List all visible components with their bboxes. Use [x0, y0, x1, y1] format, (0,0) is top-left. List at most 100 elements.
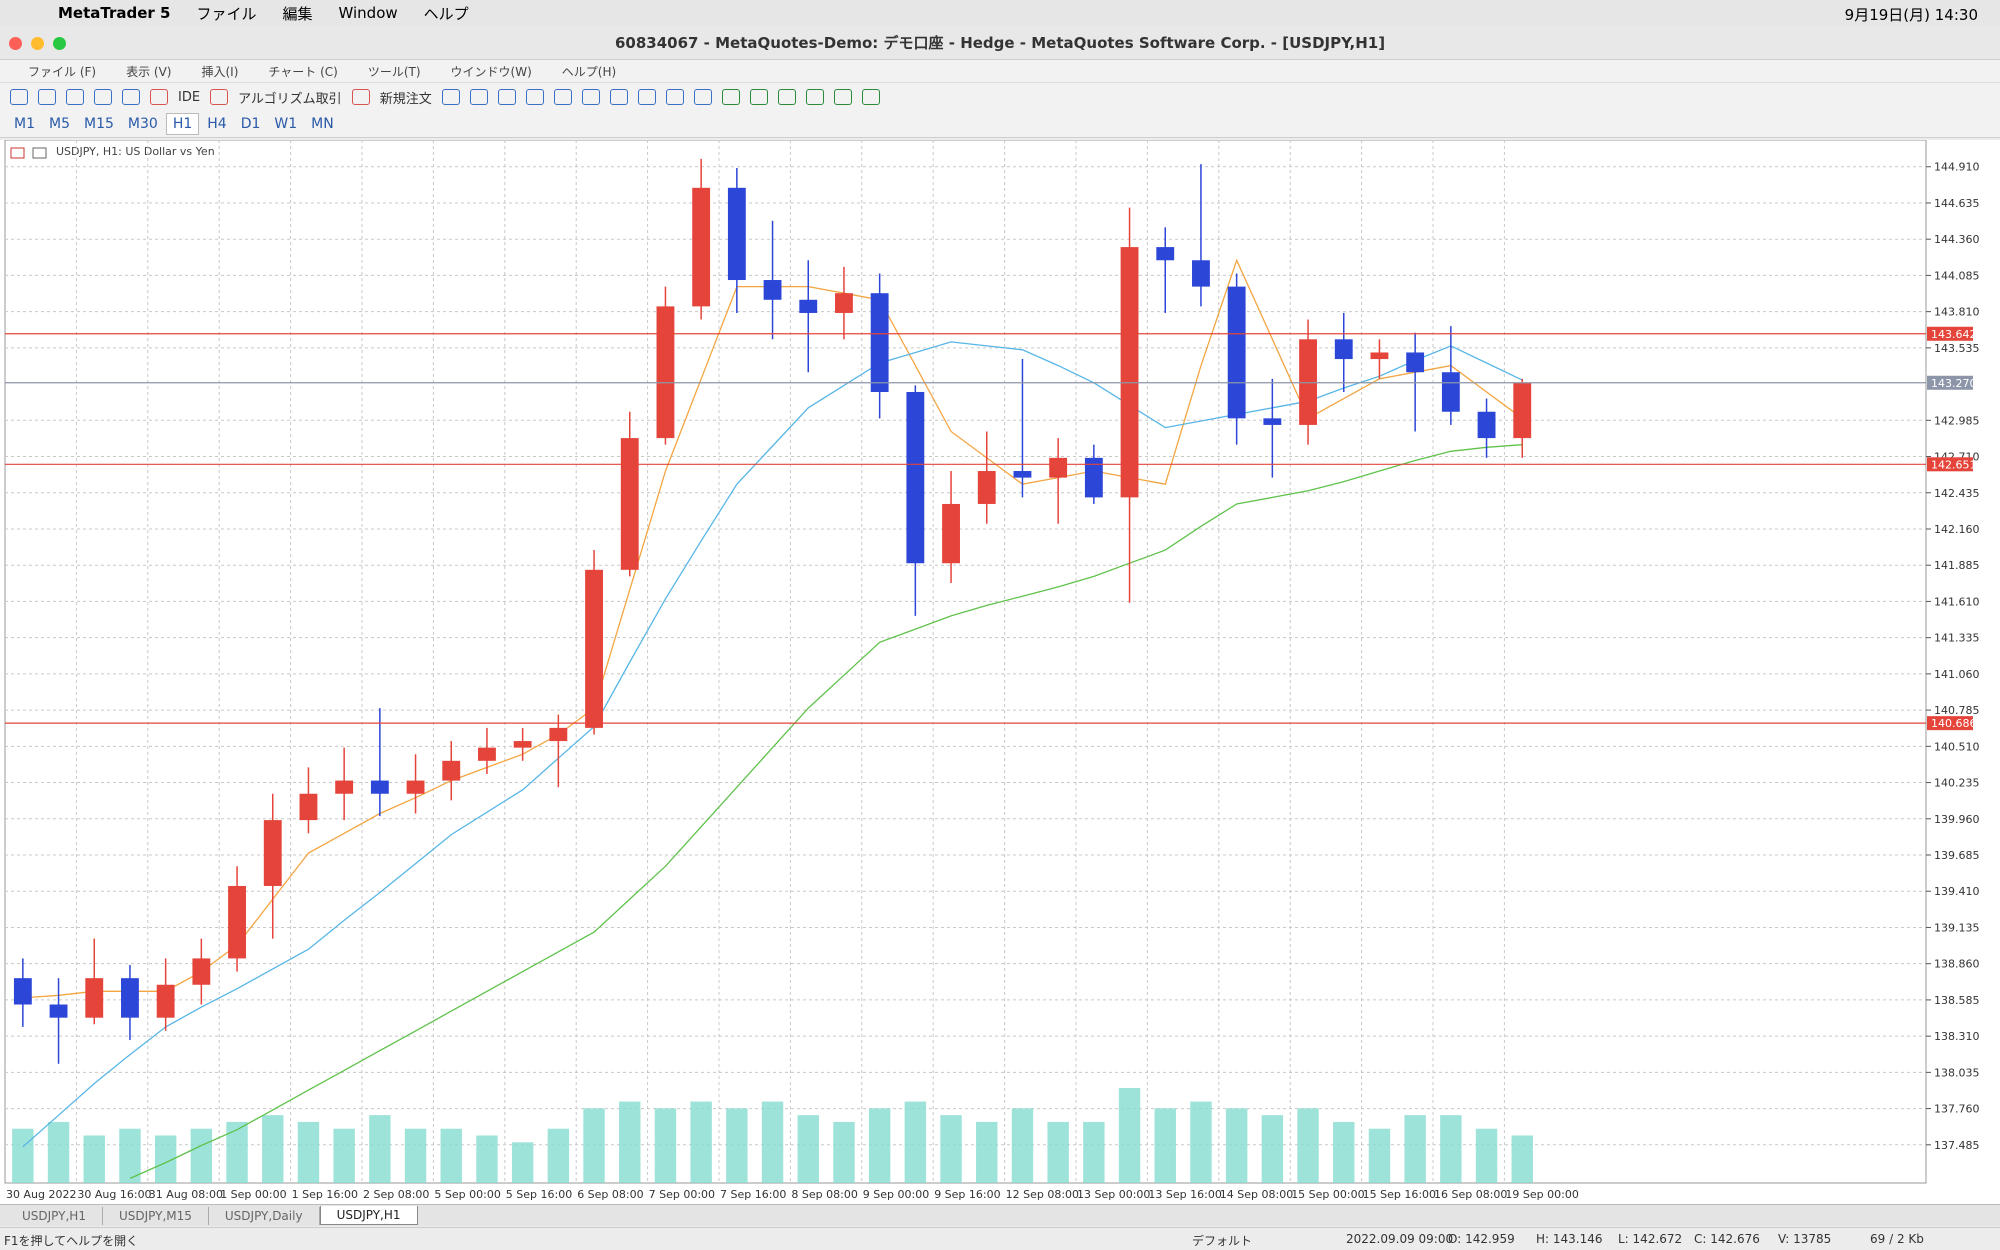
tool-icon[interactable] [553, 89, 572, 105]
candle-body [763, 280, 782, 300]
timeframe-button[interactable]: M5 [49, 116, 70, 132]
timeframe-button[interactable]: M30 [127, 116, 158, 132]
candle-body [585, 569, 603, 728]
tool-icon[interactable] [66, 89, 84, 105]
chart-tab[interactable]: USDJPY,Daily [209, 1206, 320, 1225]
tool-icon[interactable] [861, 89, 880, 105]
tool-icon[interactable] [210, 89, 229, 105]
candle-body [656, 306, 675, 439]
tool-icon[interactable] [805, 89, 824, 105]
x-tick-label: 15 Sep 16:00 [1363, 1188, 1436, 1201]
tool-icon[interactable] [721, 89, 740, 105]
timeframe-button[interactable]: MN [311, 116, 334, 132]
clock[interactable]: 9月19日(月) 14:30 [1844, 6, 1978, 24]
x-tick-label: 12 Sep 08:00 [1006, 1188, 1079, 1201]
title-bar: 60834067 - MetaQuotes-Demo: デモ口座 - Hedge… [0, 26, 2000, 60]
volume-bar [119, 1128, 141, 1183]
candle-body [1084, 457, 1103, 498]
tool-icon[interactable] [609, 89, 628, 105]
tool-icon[interactable] [637, 89, 656, 105]
menu-item[interactable]: ヘルプ(H) [561, 64, 617, 79]
y-tick-label: 138.035 [1934, 1066, 1980, 1079]
y-tick-label: 144.360 [1934, 233, 1980, 246]
x-tick-label: 5 Sep 16:00 [506, 1188, 572, 1201]
help-text: F1を押してヘルプを開く [4, 1234, 139, 1248]
candle-body [1477, 411, 1496, 439]
x-tick-label: 19 Sep 00:00 [1505, 1188, 1578, 1201]
tool-button[interactable]: 新規注文 [379, 91, 432, 107]
system-menu-item[interactable]: ファイル [196, 4, 257, 23]
tool-icon[interactable] [749, 89, 768, 105]
timeframe-button[interactable]: H1 [165, 113, 200, 135]
timeframe-button[interactable]: M15 [84, 116, 114, 132]
app-menu: ファイル (F) 表示 (V) 挿入(I) チャート (C) ツール(T) ウインドウ(W… [0, 60, 2000, 82]
minimize-button[interactable] [31, 37, 44, 50]
timeframe-button[interactable]: W1 [274, 116, 298, 132]
tool-icon[interactable] [94, 89, 112, 105]
tool-icon[interactable] [525, 89, 544, 105]
menu-item[interactable]: ファイル (F) [28, 64, 97, 79]
y-tick-label: 138.310 [1934, 1030, 1980, 1043]
tool-icon[interactable] [833, 89, 852, 105]
x-tick-label: 16 Sep 08:00 [1434, 1188, 1507, 1201]
y-tick-label: 141.610 [1934, 595, 1980, 608]
system-menu-item[interactable]: Window [338, 4, 398, 22]
close-button[interactable] [9, 37, 22, 50]
tool-icon[interactable] [665, 89, 684, 105]
candle-body [692, 187, 711, 307]
volume-bar [940, 1115, 962, 1183]
app-name[interactable]: MetaTrader 5 [58, 4, 171, 22]
chart-tab[interactable]: USDJPY,M15 [103, 1206, 209, 1225]
candle-body [620, 438, 639, 570]
tool-icon[interactable] [122, 89, 140, 105]
menu-item[interactable]: チャート (C) [268, 64, 338, 79]
window-title: 60834067 - MetaQuotes-Demo: デモ口座 - Hedge… [614, 34, 1386, 52]
y-tick-label: 144.635 [1934, 197, 1980, 210]
menu-item[interactable]: 挿入(I) [201, 64, 239, 79]
menu-item[interactable]: ウインドウ(W) [450, 64, 532, 79]
timeframe-button[interactable]: H4 [207, 116, 227, 132]
zoom-button[interactable] [53, 37, 66, 50]
volume-bar [690, 1101, 712, 1183]
tool-icon[interactable] [497, 89, 516, 105]
volume-bar [83, 1135, 105, 1183]
tool-icon[interactable] [581, 89, 600, 105]
menu-item[interactable]: ツール(T) [367, 64, 421, 79]
system-menu-item[interactable]: ヘルプ [423, 4, 469, 23]
candle-body [1227, 286, 1246, 419]
volume-bar [654, 1108, 677, 1183]
candle-body [835, 293, 853, 313]
y-tick-label: 137.485 [1934, 1139, 1980, 1152]
candle-body [228, 885, 246, 959]
chart-tab[interactable]: USDJPY,H1 [6, 1206, 103, 1225]
toolbar: IDE アルゴリズム取引 新規注文 [0, 82, 2000, 111]
x-tick-label: 6 Sep 08:00 [577, 1188, 643, 1201]
tool-icon[interactable] [777, 89, 796, 105]
volume-bar [1261, 1115, 1284, 1183]
tool-icon[interactable] [469, 89, 488, 105]
candle-body [1406, 352, 1425, 373]
tool-button[interactable]: アルゴリズム取引 [238, 91, 342, 107]
candle-body [870, 293, 889, 392]
tool-icon[interactable] [693, 89, 712, 105]
profile: デフォルト [1192, 1234, 1253, 1248]
tool-icon[interactable] [38, 89, 56, 105]
tool-button[interactable]: IDE [178, 89, 201, 105]
x-tick-label: 5 Sep 00:00 [434, 1188, 500, 1201]
y-tick-label: 137.760 [1934, 1103, 1980, 1116]
system-menu-item[interactable]: 編集 [282, 4, 313, 23]
tool-icon[interactable] [441, 89, 460, 105]
menu-item[interactable]: 表示 (V) [126, 64, 172, 79]
timeframe-button[interactable]: D1 [240, 116, 261, 132]
tool-icon[interactable] [150, 89, 168, 105]
chart-tab[interactable]: USDJPY,H1 [319, 1206, 418, 1225]
volume-bar [1404, 1115, 1426, 1183]
volume-bar [297, 1121, 320, 1183]
tool-icon[interactable] [10, 89, 28, 105]
tool-icon[interactable] [351, 89, 370, 105]
timeframe-button[interactable]: M1 [14, 116, 35, 132]
volume-bar [583, 1108, 605, 1183]
y-tick-label: 140.235 [1934, 777, 1980, 790]
volume-bar [154, 1135, 177, 1183]
